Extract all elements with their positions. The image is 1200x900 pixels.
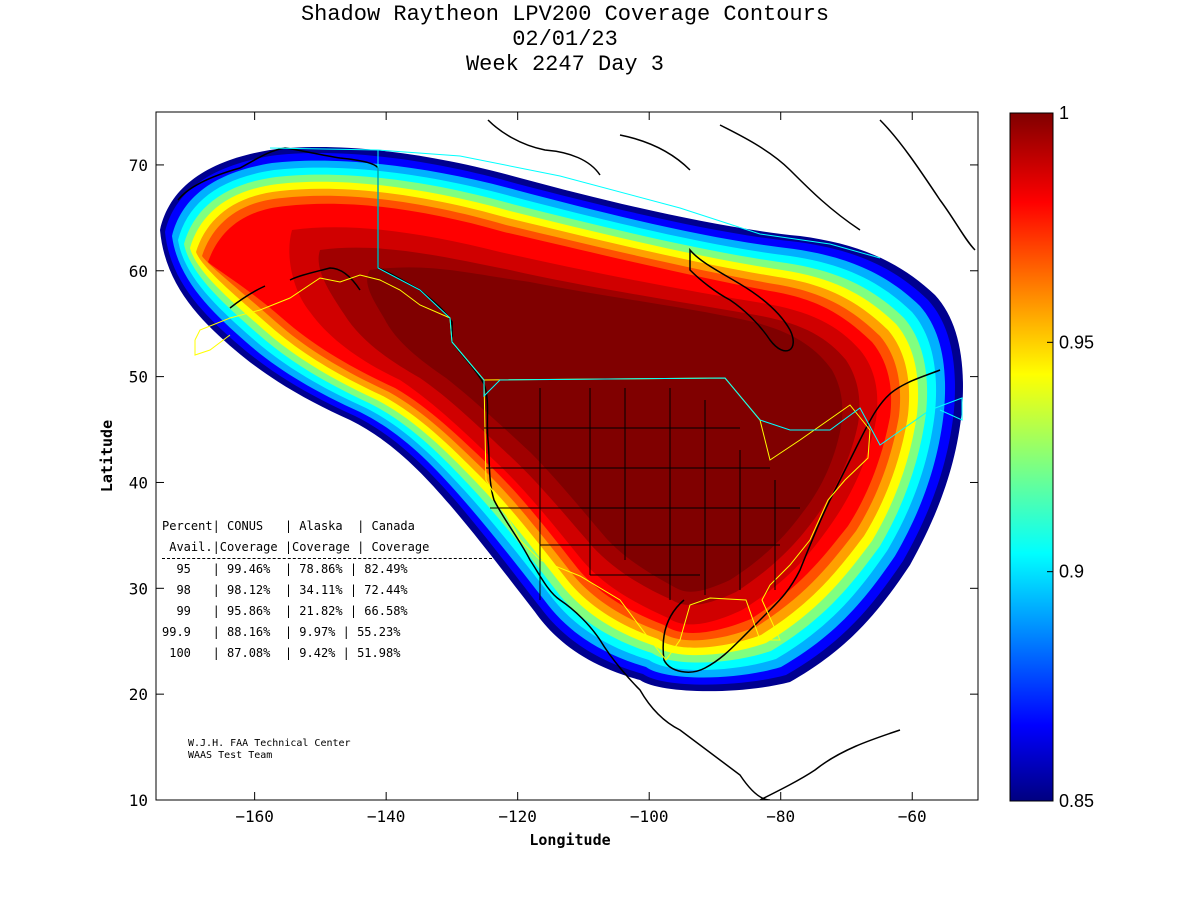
colorbar <box>1009 112 1054 802</box>
stats-row: 95 | 99.46% | 78.86% | 82.49% <box>162 562 408 576</box>
us-state-borders <box>484 388 800 600</box>
coverage-contours <box>160 147 963 692</box>
x-tick-label: −140 <box>367 807 406 826</box>
stats-row: 99 | 95.86% | 21.82% | 66.58% <box>162 604 408 618</box>
y-tick-label: 70 <box>129 156 148 175</box>
title-line-1: Shadow Raytheon LPV200 Coverage Contours <box>300 2 830 27</box>
x-axis-label: Longitude <box>529 831 610 849</box>
x-tick-label: −80 <box>766 807 795 826</box>
credit-text: W.J.H. FAA Technical Center WAAS Test Te… <box>188 738 351 762</box>
colorbar-tick-label: 1 <box>1059 103 1069 123</box>
credit-line-2: WAAS Test Team <box>188 750 273 761</box>
y-tick-label: 60 <box>129 262 148 281</box>
y-tick-label: 20 <box>129 685 148 704</box>
title-line-3: Week 2247 Day 3 <box>465 52 665 77</box>
y-tick-label: 30 <box>129 579 148 598</box>
stats-row: 100 | 87.08% | 9.42% | 51.98% <box>162 646 401 660</box>
y-tick-label: 10 <box>129 791 148 810</box>
credit-line-1: W.J.H. FAA Technical Center <box>188 738 351 749</box>
x-tick-label: −100 <box>630 807 669 826</box>
x-tick-label: −120 <box>498 807 537 826</box>
axis-ticks: −160 −140 −120 −100 −80 −60 10 20 30 40 50 60 70 <box>129 112 978 826</box>
title-line-2: 02/01/23 <box>512 27 618 52</box>
coastlines <box>177 119 976 800</box>
x-tick-label: −60 <box>898 807 927 826</box>
contour-band-1000 <box>367 267 843 592</box>
colorbar-tick-label: 0.85 <box>1059 791 1094 811</box>
stats-row: 99.9 | 88.16% | 9.97% | 55.23% <box>162 625 401 639</box>
stats-header-2: Avail.|Coverage |Coverage | Coverage <box>162 537 492 559</box>
colorbar-ticks: 1 0.95 0.9 0.85 <box>1047 103 1094 811</box>
colorbar-tick-label: 0.9 <box>1059 562 1084 582</box>
coverage-region-boundaries <box>194 147 963 661</box>
stats-row: 98 | 98.12% | 34.11% | 72.44% <box>162 583 408 597</box>
coverage-statistics-table: Percent| CONUS | Alaska | Canada Avail.|… <box>162 516 492 664</box>
y-tick-label: 40 <box>129 473 148 492</box>
colorbar-tick-label: 0.95 <box>1059 332 1094 352</box>
y-tick-label: 50 <box>129 368 148 387</box>
stats-header-1: Percent| CONUS | Alaska | Canada <box>162 519 415 533</box>
y-axis-label: Latitude <box>98 420 116 492</box>
x-tick-label: −160 <box>235 807 274 826</box>
